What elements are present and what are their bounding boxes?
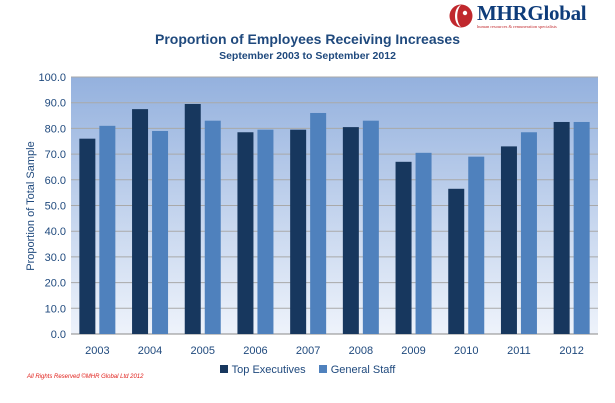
y-tick-label: 10.0 [45, 303, 66, 315]
y-tick-label: 70.0 [45, 149, 66, 161]
y-tick-label: 80.0 [45, 123, 66, 135]
bar-general-staff [257, 130, 273, 334]
y-tick-label: 0.0 [51, 329, 66, 341]
y-tick-label: 100.0 [38, 72, 66, 84]
y-axis-label: Proportion of Total Sample [25, 141, 37, 270]
y-tick-label: 60.0 [45, 175, 66, 187]
x-tick-label: 2005 [191, 345, 215, 357]
bar-general-staff [416, 153, 432, 334]
bar-general-staff [152, 131, 168, 334]
x-tick-label: 2011 [507, 345, 531, 357]
bar-top-executives [185, 104, 201, 334]
bar-top-executives [396, 162, 412, 334]
x-tick-label: 2004 [138, 345, 162, 357]
bar-top-executives [237, 132, 253, 334]
bar-general-staff [99, 126, 115, 334]
y-tick-label: 30.0 [45, 252, 66, 264]
bar-chart: 0.0 10.0 20.0 30.0 40.0 50.0 60.0 70.0 80.0 90.0 1… [0, 0, 615, 403]
legend-label-general-staff: General Staff [331, 364, 396, 376]
bar-top-executives [554, 122, 570, 334]
y-tick-label: 50.0 [45, 201, 66, 213]
x-tick-label: 2006 [243, 345, 267, 357]
x-tick-label: 2007 [296, 345, 320, 357]
bar-general-staff [363, 121, 379, 334]
x-tick-label: 2012 [559, 345, 583, 357]
y-tick-label: 90.0 [45, 98, 66, 110]
bar-general-staff [310, 113, 326, 334]
legend-label-top-executives: Top Executives [232, 364, 306, 376]
y-tick-label: 20.0 [45, 278, 66, 290]
x-axis-ticks: 2003 2004 2005 2006 2007 2008 2009 2010 2011 2012 [85, 345, 584, 357]
bar-top-executives [343, 127, 359, 334]
bar-general-staff [574, 122, 590, 334]
legend-item-general-staff: General Staff [319, 364, 396, 376]
bar-top-executives [290, 130, 306, 334]
bar-top-executives [501, 146, 517, 334]
y-axis-ticks: 0.0 10.0 20.0 30.0 40.0 50.0 60.0 70.0 80.0 90.0 1… [38, 72, 66, 341]
y-tick-label: 40.0 [45, 226, 66, 238]
bar-top-executives [448, 189, 464, 334]
copyright-notice: All Rights Reserved ©MHR Global Ltd 2012 [27, 374, 143, 380]
legend-swatch-top-executives [220, 365, 228, 373]
bar-top-executives [132, 109, 148, 334]
bar-general-staff [521, 132, 537, 334]
x-tick-label: 2003 [85, 345, 109, 357]
legend-swatch-general-staff [319, 365, 327, 373]
x-tick-label: 2010 [454, 345, 478, 357]
bar-general-staff [205, 121, 221, 334]
bar-top-executives [79, 139, 95, 334]
x-tick-label: 2009 [401, 345, 425, 357]
legend-item-top-executives: Top Executives [220, 364, 306, 376]
bar-general-staff [468, 157, 484, 334]
x-tick-label: 2008 [349, 345, 373, 357]
